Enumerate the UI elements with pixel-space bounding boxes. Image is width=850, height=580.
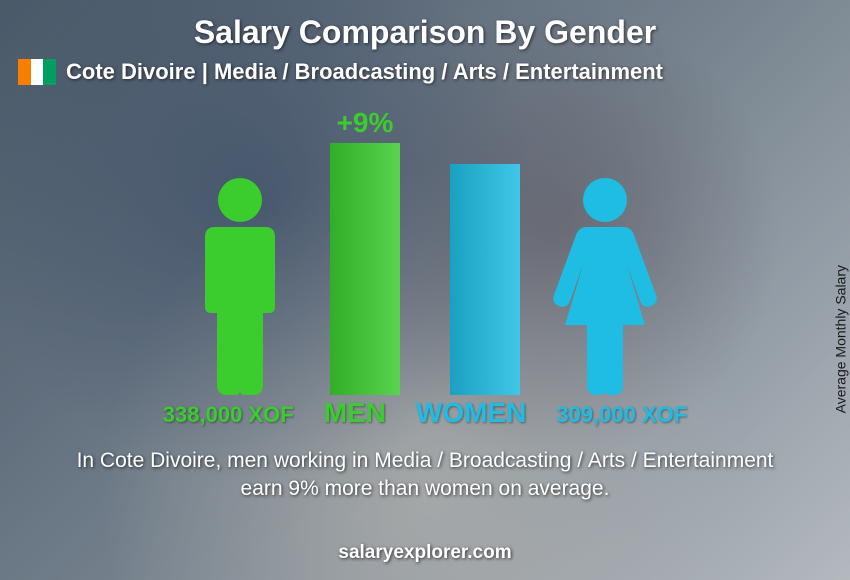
man-icon (185, 175, 295, 395)
infographic-content: Salary Comparison By Gender Cote Divoire… (0, 0, 850, 580)
men-label: MEN (324, 397, 386, 429)
cote-divoire-flag-icon (18, 59, 56, 85)
pct-difference-label: +9% (330, 107, 400, 139)
labels-row: 338,000 XOF MEN WOMEN 309,000 XOF (0, 397, 850, 429)
women-bar-fill (450, 164, 520, 395)
chart-area: Average Monthly Salary +9% (0, 95, 850, 435)
flag-stripe-2 (31, 59, 44, 85)
men-salary-value: 338,000 XOF (163, 402, 294, 428)
page-title: Salary Comparison By Gender (0, 0, 850, 51)
flag-stripe-3 (43, 59, 56, 85)
flag-stripe-1 (18, 59, 31, 85)
y-axis-label: Average Monthly Salary (832, 265, 848, 413)
women-bar (450, 164, 520, 395)
women-label: WOMEN (416, 397, 526, 429)
male-figure-icon (185, 175, 295, 395)
footer-source: salaryexplorer.com (0, 542, 850, 564)
subtitle-row: Cote Divoire | Media / Broadcasting / Ar… (0, 51, 850, 85)
men-bar: +9% (330, 143, 400, 395)
women-salary-value: 309,000 XOF (556, 402, 687, 428)
female-figure-icon (545, 175, 665, 395)
subtitle-text: Cote Divoire | Media / Broadcasting / Ar… (66, 59, 663, 85)
men-bar-fill (330, 143, 400, 395)
description-text: In Cote Divoire, men working in Media / … (0, 435, 850, 504)
woman-icon (545, 175, 665, 395)
